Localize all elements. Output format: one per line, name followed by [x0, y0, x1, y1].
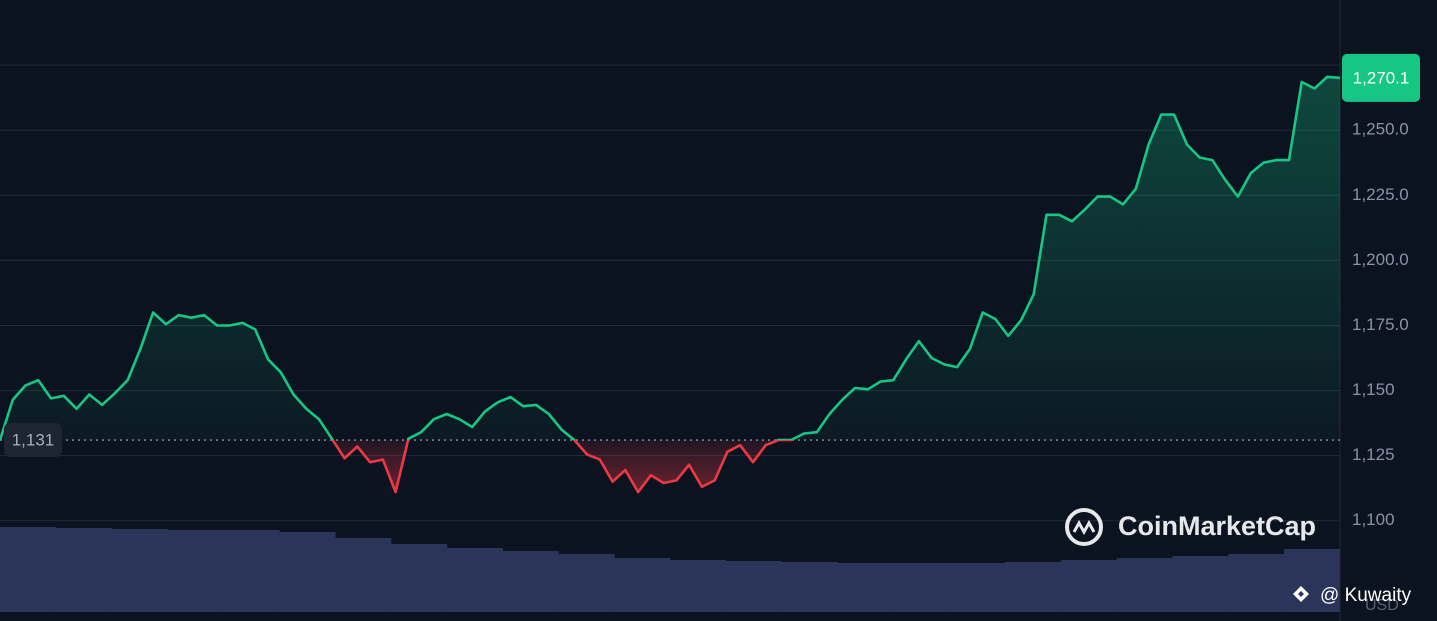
volume-bar [55, 528, 113, 612]
price-area [0, 76, 1340, 493]
credit-text: @ Kuwaity [1320, 585, 1412, 606]
credit-icon [1293, 586, 1309, 602]
volume-bar [223, 530, 280, 612]
credit: @ Kuwaity [1293, 585, 1412, 606]
volume-bar [1116, 558, 1173, 612]
volume-bar [1172, 556, 1229, 612]
volume-bar [111, 529, 168, 612]
watermark-text: CoinMarketCap [1118, 511, 1316, 541]
volume-bar [446, 548, 503, 612]
currency: USD [1365, 597, 1399, 614]
volume-bar [1284, 549, 1341, 612]
price-line [0, 75, 1341, 494]
volume-bar [390, 544, 448, 612]
volume-bar [335, 538, 392, 612]
y-tick-label: 1,250.0 [1352, 120, 1409, 139]
volume-bar [670, 560, 727, 612]
watermark: CoinMarketCap [1065, 508, 1316, 546]
logo-ring [1065, 508, 1103, 546]
volume-bar [558, 554, 615, 612]
volume-bar [781, 562, 838, 612]
volume-bar [502, 551, 559, 612]
volume-bar [1060, 560, 1118, 612]
baseline-badge [4, 423, 62, 458]
baseline-label: 1,131 [12, 431, 55, 450]
y-tick-label: 1,200.0 [1352, 250, 1409, 269]
volume-bar [1228, 554, 1285, 612]
volume-bar [1005, 562, 1062, 612]
y-tick-label: 1,100 [1352, 510, 1395, 529]
price-badge [1342, 53, 1420, 102]
logo-mark [1072, 519, 1096, 536]
volume-bar [0, 527, 57, 612]
volume-bar [725, 561, 783, 612]
y-tick-label: 1,150 [1352, 380, 1395, 399]
volume-bar [167, 530, 224, 612]
volume-bar [949, 563, 1006, 612]
volume-bar [837, 563, 894, 612]
price-label: 1,270.1 [1353, 68, 1410, 87]
volume-bar [893, 563, 950, 612]
y-tick-label: 1,175.0 [1352, 315, 1409, 334]
volume-bar [614, 558, 671, 612]
y-tick-label: 1,125 [1352, 445, 1395, 464]
y-tick-label: 1,225.0 [1352, 185, 1409, 204]
volume-bar [279, 532, 336, 612]
